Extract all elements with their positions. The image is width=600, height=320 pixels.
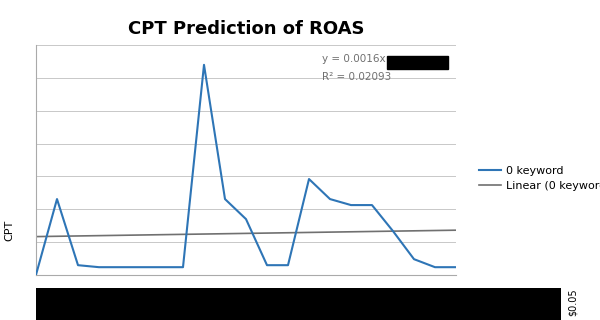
Linear (0 keyword): [305, 230, 313, 234]
0 keyword: [368, 203, 376, 207]
Linear (0 keyword): [326, 230, 334, 234]
Text: $0.05: $0.05: [568, 289, 578, 316]
Linear (0 keyword): [452, 228, 460, 232]
Linear (0 keyword): [242, 231, 250, 235]
Line: Linear (0 keyword): Linear (0 keyword): [36, 230, 456, 236]
Linear (0 keyword): [389, 229, 397, 233]
0 keyword: [200, 63, 208, 67]
0 keyword: [263, 263, 271, 267]
0 keyword: [305, 177, 313, 181]
Linear (0 keyword): [284, 231, 292, 235]
Linear (0 keyword): [179, 232, 187, 236]
Linear (0 keyword): [74, 234, 82, 238]
Linear (0 keyword): [221, 232, 229, 236]
Linear (0 keyword): [368, 229, 376, 233]
0 keyword: [179, 265, 187, 269]
Linear (0 keyword): [263, 231, 271, 235]
Linear (0 keyword): [410, 229, 418, 233]
Line: 0 keyword: 0 keyword: [36, 65, 456, 275]
0 keyword: [389, 229, 397, 233]
Linear (0 keyword): [431, 228, 439, 232]
0 keyword: [158, 265, 166, 269]
Linear (0 keyword): [158, 233, 166, 236]
0 keyword: [221, 197, 229, 201]
0 keyword: [326, 197, 334, 201]
0 keyword: [242, 217, 250, 221]
0 keyword: [32, 273, 40, 277]
Linear (0 keyword): [200, 232, 208, 236]
Linear (0 keyword): [53, 234, 61, 238]
Bar: [387, 56, 448, 69]
0 keyword: [116, 265, 124, 269]
Legend: 0 keyword, Linear (0 keyword): 0 keyword, Linear (0 keyword): [474, 161, 600, 196]
0 keyword: [284, 263, 292, 267]
0 keyword: [431, 265, 439, 269]
Text: y = 0.0016x: y = 0.0016x: [322, 54, 385, 64]
Title: CPT Prediction of ROAS: CPT Prediction of ROAS: [128, 20, 364, 38]
Linear (0 keyword): [347, 230, 355, 234]
0 keyword: [74, 263, 82, 267]
0 keyword: [347, 203, 355, 207]
Linear (0 keyword): [32, 235, 40, 238]
0 keyword: [53, 197, 61, 201]
0 keyword: [452, 265, 460, 269]
Text: CPT: CPT: [4, 220, 14, 241]
Linear (0 keyword): [137, 233, 145, 237]
0 keyword: [95, 265, 103, 269]
Linear (0 keyword): [95, 234, 103, 237]
0 keyword: [410, 257, 418, 261]
0 keyword: [137, 265, 145, 269]
Linear (0 keyword): [116, 233, 124, 237]
Text: R² = 0.02093: R² = 0.02093: [322, 72, 391, 83]
